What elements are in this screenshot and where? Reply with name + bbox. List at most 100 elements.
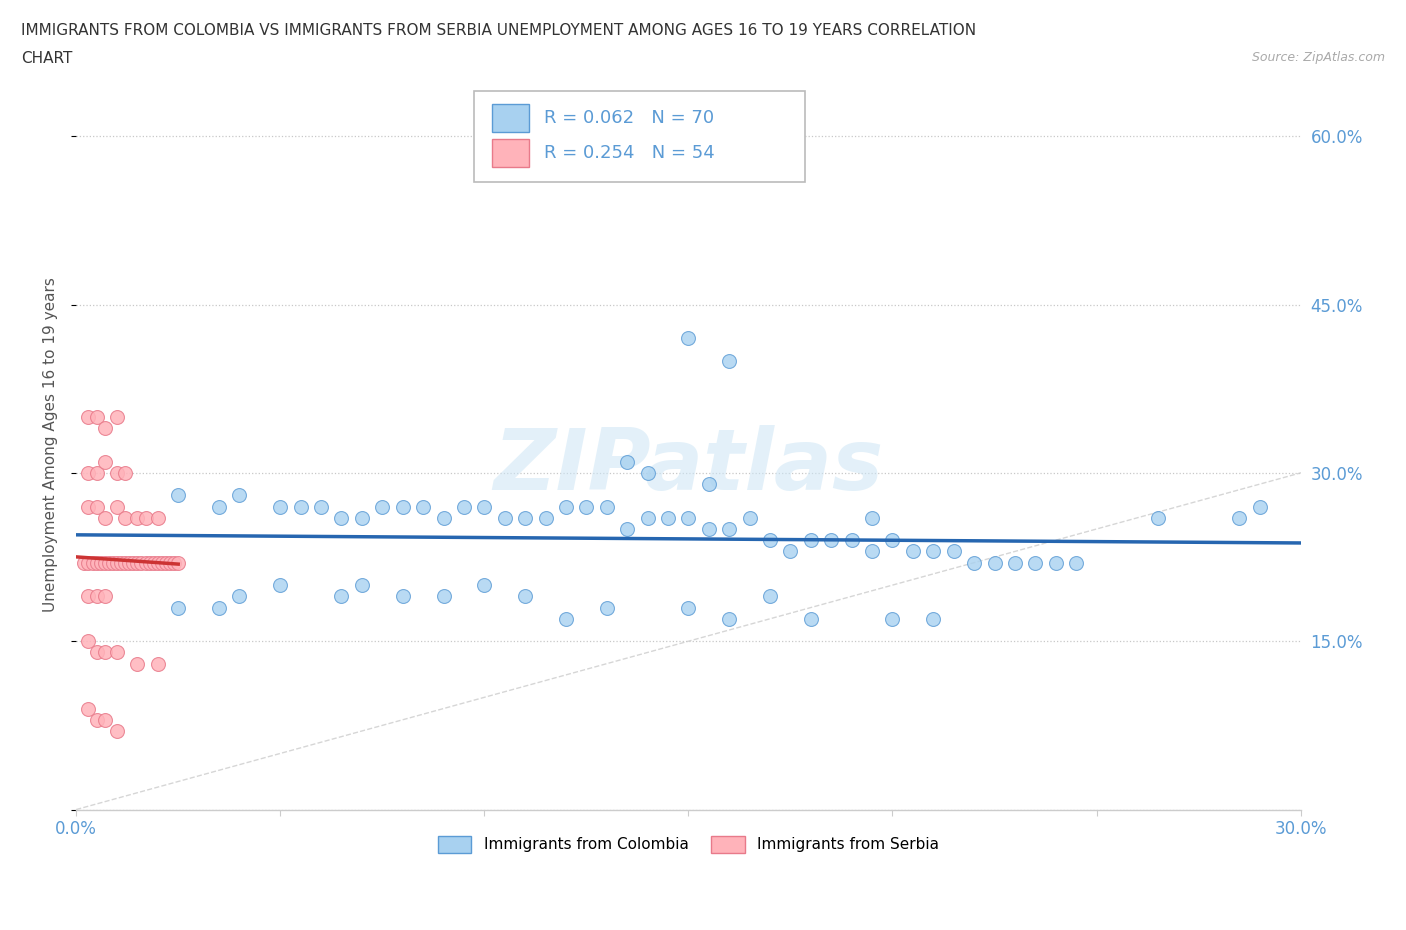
Point	[820, 533, 842, 548]
Point	[942, 544, 965, 559]
Point	[93, 511, 115, 525]
Point	[86, 712, 108, 727]
Point	[86, 465, 108, 480]
Point	[290, 499, 312, 514]
FancyBboxPatch shape	[492, 104, 529, 132]
Point	[93, 555, 115, 570]
Point	[882, 611, 904, 626]
Point	[77, 409, 100, 424]
Point	[472, 578, 495, 592]
Legend: Immigrants from Colombia, Immigrants from Serbia: Immigrants from Colombia, Immigrants fro…	[430, 829, 946, 860]
Point	[105, 465, 128, 480]
Point	[101, 555, 124, 570]
Point	[155, 555, 177, 570]
Point	[800, 533, 823, 548]
Point	[350, 578, 373, 592]
Point	[860, 544, 883, 559]
Point	[901, 544, 924, 559]
Point	[371, 499, 394, 514]
Point	[678, 511, 700, 525]
FancyBboxPatch shape	[492, 140, 529, 166]
Point	[97, 555, 120, 570]
Point	[146, 555, 169, 570]
Point	[678, 600, 700, 615]
Point	[697, 522, 720, 537]
Point	[77, 465, 100, 480]
Point	[105, 555, 128, 570]
Point	[432, 589, 454, 604]
Point	[93, 454, 115, 469]
Y-axis label: Unemployment Among Ages 16 to 19 years: Unemployment Among Ages 16 to 19 years	[44, 277, 58, 612]
Point	[515, 511, 537, 525]
Point	[77, 555, 100, 570]
Point	[163, 555, 186, 570]
Point	[391, 499, 413, 514]
Point	[114, 511, 136, 525]
Point	[86, 555, 108, 570]
Point	[759, 589, 782, 604]
Point	[127, 657, 149, 671]
Point	[86, 645, 108, 660]
Point	[637, 511, 659, 525]
Point	[1146, 511, 1168, 525]
Point	[494, 511, 516, 525]
Point	[208, 600, 231, 615]
Point	[841, 533, 863, 548]
Point	[122, 555, 145, 570]
Point	[412, 499, 434, 514]
Point	[105, 409, 128, 424]
Point	[738, 511, 761, 525]
Text: R = 0.062   N = 70: R = 0.062 N = 70	[544, 109, 714, 127]
Point	[135, 555, 157, 570]
Point	[269, 499, 291, 514]
Point	[718, 522, 741, 537]
Point	[534, 511, 557, 525]
Point	[77, 499, 100, 514]
Point	[309, 499, 332, 514]
Point	[86, 409, 108, 424]
Point	[90, 555, 112, 570]
Point	[453, 499, 475, 514]
Point	[616, 454, 638, 469]
Point	[1004, 555, 1026, 570]
Point	[350, 511, 373, 525]
Point	[860, 511, 883, 525]
Point	[86, 589, 108, 604]
Text: Source: ZipAtlas.com: Source: ZipAtlas.com	[1251, 51, 1385, 64]
Point	[82, 555, 104, 570]
Point	[432, 511, 454, 525]
Point	[697, 477, 720, 492]
Point	[1045, 555, 1067, 570]
Point	[105, 724, 128, 738]
Point	[596, 600, 619, 615]
Point	[150, 555, 173, 570]
Point	[800, 611, 823, 626]
Point	[118, 555, 141, 570]
Point	[779, 544, 801, 559]
Point	[330, 589, 353, 604]
Point	[77, 701, 100, 716]
Point	[167, 555, 190, 570]
Point	[922, 611, 945, 626]
Point	[637, 465, 659, 480]
Point	[127, 555, 149, 570]
Point	[146, 511, 169, 525]
Point	[616, 522, 638, 537]
Point	[759, 533, 782, 548]
Text: ZIPatlas: ZIPatlas	[494, 425, 883, 508]
Point	[135, 511, 157, 525]
Text: IMMIGRANTS FROM COLOMBIA VS IMMIGRANTS FROM SERBIA UNEMPLOYMENT AMONG AGES 16 TO: IMMIGRANTS FROM COLOMBIA VS IMMIGRANTS F…	[21, 23, 976, 38]
Point	[922, 544, 945, 559]
Point	[146, 657, 169, 671]
Point	[114, 465, 136, 480]
Point	[167, 488, 190, 503]
Point	[105, 645, 128, 660]
Point	[142, 555, 165, 570]
Point	[678, 331, 700, 346]
Point	[93, 420, 115, 435]
Point	[983, 555, 1005, 570]
Point	[77, 589, 100, 604]
Point	[159, 555, 181, 570]
Point	[1229, 511, 1251, 525]
Point	[472, 499, 495, 514]
